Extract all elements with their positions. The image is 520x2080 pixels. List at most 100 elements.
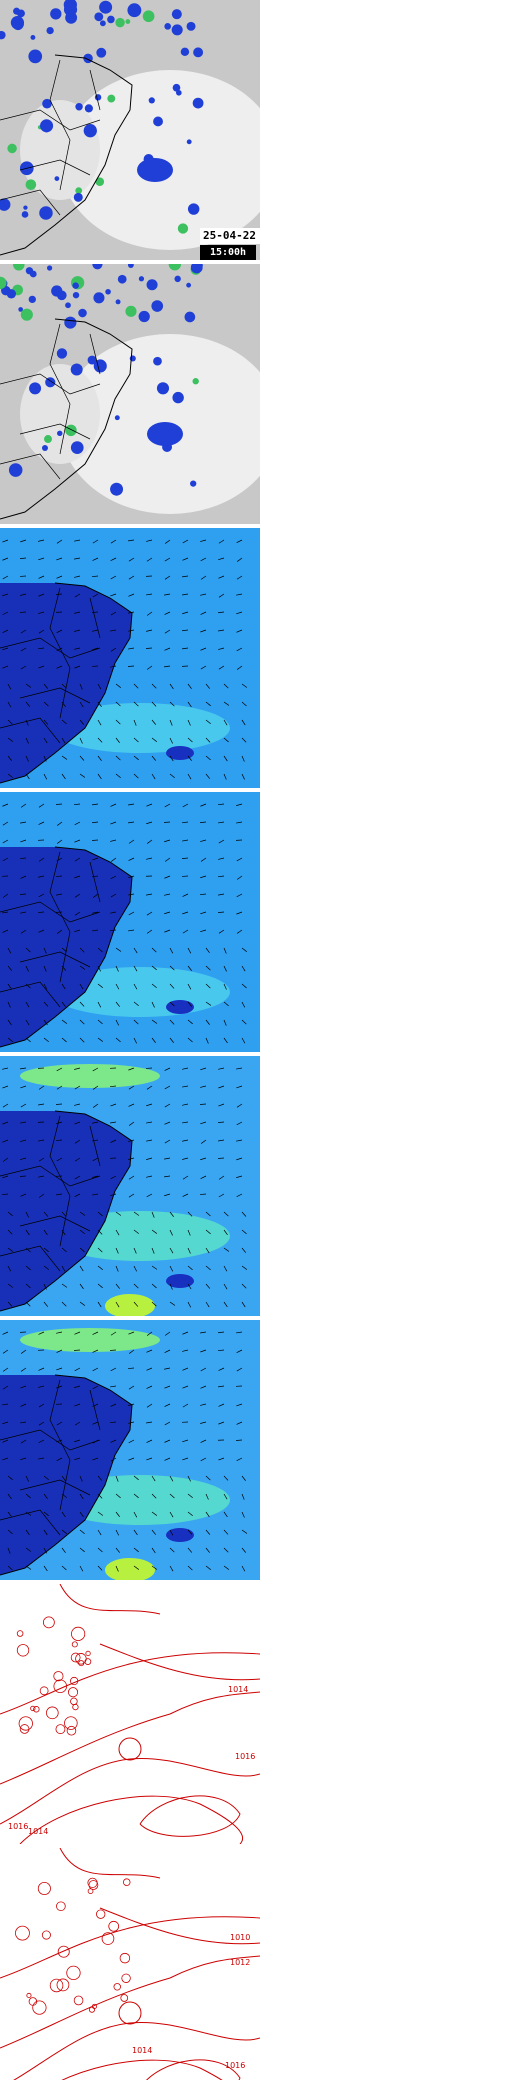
precip-cell: [40, 119, 53, 132]
precip-cell: [47, 265, 52, 270]
precip-cell: [26, 179, 37, 190]
precip-cell: [118, 275, 127, 284]
precip-cell: [186, 283, 191, 288]
map-panel: 25-04-2209:00h: [0, 0, 520, 264]
precip-cell: [22, 211, 29, 218]
time-label: 15:00h: [200, 245, 256, 260]
isobar-label: 1012: [230, 1958, 250, 1967]
precip-cell: [100, 20, 106, 26]
precip-cell: [30, 35, 35, 40]
isobar-label: 1014: [132, 2046, 152, 2055]
precip-cell: [64, 3, 77, 16]
isobar-label: 1014: [28, 1827, 48, 1836]
precip-cell: [147, 279, 158, 290]
precip-cell: [23, 206, 27, 210]
precip-cell: [94, 359, 107, 372]
precip-cell: [9, 463, 23, 477]
map: [0, 264, 260, 524]
precip-cell: [65, 302, 71, 308]
precip-cell: [30, 271, 37, 278]
precip-cell: [51, 285, 62, 296]
precip-cell: [28, 49, 42, 63]
precip-cell: [193, 98, 204, 109]
map: [0, 528, 260, 788]
precip-cell: [115, 415, 120, 420]
precip-cell: [164, 23, 171, 30]
map-panel: 25-04-2209:00h: [0, 528, 520, 792]
precip-cell: [174, 276, 180, 282]
precip-cell: [107, 16, 115, 24]
precip-cell: [172, 24, 183, 35]
map: [0, 0, 260, 260]
precip-cell: [74, 193, 83, 202]
precip-cell: [185, 312, 196, 323]
precip-cell: [64, 317, 76, 329]
precip-cell: [72, 282, 79, 289]
precip-cell: [153, 357, 162, 366]
precip-cell: [105, 289, 111, 295]
precip-cell: [176, 90, 182, 96]
precip-cell: [95, 94, 101, 100]
isobar-label: 1014: [228, 1685, 248, 1694]
precip-cell: [137, 158, 173, 182]
wind-arrow: [20, 612, 26, 613]
precip-cell: [187, 22, 196, 31]
jet: [20, 1328, 160, 1352]
precip-cell: [172, 9, 182, 19]
precip-cell: [29, 382, 41, 394]
precip-cell: [125, 306, 136, 317]
precip-cell: [71, 441, 84, 454]
precip-cell: [57, 431, 62, 436]
precip-cell: [29, 296, 36, 303]
precip-cell: [39, 206, 52, 219]
precip-cell: [55, 176, 60, 181]
isobar-label: 1016: [235, 1752, 255, 1761]
precip-cell: [115, 18, 124, 27]
precip-cell: [57, 348, 67, 358]
precip-cell: [187, 139, 192, 144]
precip-cell: [65, 425, 77, 437]
isobar-label: 1016: [8, 1822, 28, 1831]
precip-cell: [192, 378, 198, 384]
precip-cell: [78, 309, 87, 318]
precip-cell: [181, 48, 189, 56]
precip-cell: [188, 203, 199, 214]
precip-cell: [11, 16, 24, 29]
precip-cell: [42, 445, 48, 451]
precip-cell: [143, 10, 155, 22]
precip-cell: [99, 1, 112, 14]
precip-cell: [157, 382, 169, 394]
precip-cell: [178, 223, 188, 233]
map-grid: 25-04-2209:00h25-04-2215:00h25-04-2209:0…: [0, 0, 520, 1040]
precip-cell: [147, 422, 183, 446]
precip-cell: [46, 27, 53, 34]
map: [0, 1056, 260, 1316]
precip-cell: [93, 292, 104, 303]
isobar-label: 1016: [225, 2061, 245, 2070]
precip-cell: [116, 299, 121, 304]
precip-cell: [44, 435, 52, 443]
precip-cell: [149, 97, 155, 103]
precip-cell: [21, 309, 33, 321]
date-label: 25-04-22: [200, 228, 273, 244]
isobar-label: 1010: [230, 1933, 250, 1942]
precip-cell: [94, 12, 103, 21]
precip-cell: [110, 483, 123, 496]
precip-cell: [50, 8, 61, 19]
jet: [20, 1064, 160, 1088]
precip-cell: [153, 117, 163, 127]
precip-cell: [71, 364, 83, 376]
precip-cell: [85, 104, 93, 112]
map: 10101012101410161012: [0, 1848, 260, 2080]
precip-cell: [139, 276, 144, 281]
map-panel: 25-04-2209:00h: [0, 1056, 520, 1320]
precip-cell: [151, 300, 163, 312]
precip-cell: [84, 124, 97, 137]
low: [166, 1274, 194, 1288]
precip-cell: [44, 103, 48, 107]
precip-cell: [139, 311, 150, 322]
